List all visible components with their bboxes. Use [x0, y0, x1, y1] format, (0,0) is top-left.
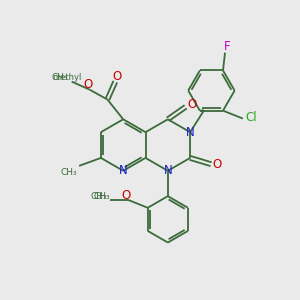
Text: N: N	[186, 126, 194, 139]
Text: CH₃: CH₃	[61, 168, 77, 177]
Text: O: O	[212, 158, 222, 171]
Text: F: F	[224, 40, 230, 53]
Text: CH₃: CH₃	[94, 192, 110, 201]
Text: CH₃: CH₃	[51, 73, 68, 82]
Text: CH₃: CH₃	[91, 192, 107, 201]
Text: O: O	[187, 98, 196, 111]
Text: Cl: Cl	[245, 111, 256, 124]
Text: O: O	[83, 78, 92, 91]
Text: methyl: methyl	[52, 73, 81, 82]
Text: O: O	[121, 189, 130, 203]
Text: O: O	[112, 70, 122, 83]
Text: N: N	[119, 164, 128, 177]
Text: N: N	[164, 164, 172, 177]
